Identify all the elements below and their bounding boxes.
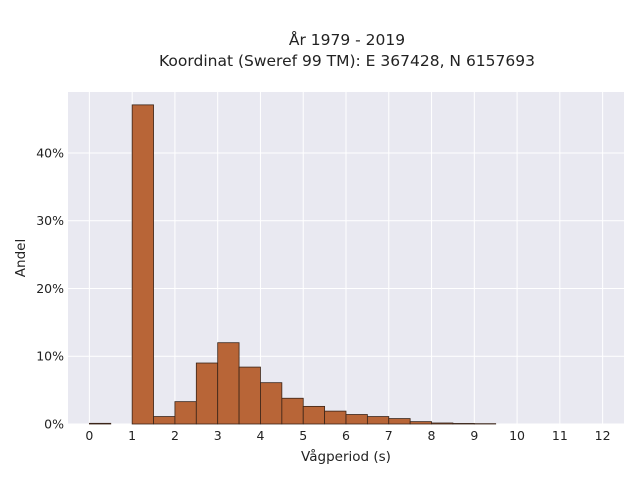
y-tick-label: 30%: [36, 213, 64, 228]
histogram-bar: [217, 342, 240, 425]
x-tick-label: 11: [552, 428, 568, 443]
x-tick-label: 4: [256, 428, 264, 443]
x-tick-label: 8: [428, 428, 436, 443]
chart-title-line-1: År 1979 - 2019: [289, 30, 405, 49]
histogram-bar: [431, 422, 454, 425]
histogram-bar: [302, 405, 326, 425]
y-axis-ticks: 0% 10% 20% 30% 40%: [36, 145, 64, 431]
x-tick-label: 3: [214, 428, 222, 443]
x-tick-label: 7: [385, 428, 393, 443]
y-tick-label: 40%: [36, 145, 64, 160]
bars: [88, 104, 497, 425]
x-axis-ticks: 0 1 2 3 4 5 6 7 8 9 10 11 12: [85, 428, 610, 443]
y-axis-label: Andel: [13, 239, 29, 277]
histogram-bar: [281, 397, 304, 425]
histogram-bar: [366, 416, 390, 425]
histogram-bar: [238, 366, 261, 425]
x-tick-label: 10: [509, 428, 525, 443]
x-tick-label: 5: [299, 428, 307, 443]
histogram-bar: [195, 362, 219, 425]
x-axis-label: Vågperiod (s): [301, 448, 391, 465]
x-tick-label: 6: [342, 428, 350, 443]
histogram-bar: [131, 104, 154, 425]
histogram-bar: [88, 422, 112, 425]
histogram-bar: [174, 401, 197, 425]
x-tick-label: 9: [470, 428, 478, 443]
x-tick-label: 12: [595, 428, 611, 443]
histogram-bar: [388, 418, 411, 425]
y-tick-label: 20%: [36, 281, 64, 296]
chart-title-line-2: Koordinat (Sweref 99 TM): E 367428, N 61…: [159, 52, 535, 70]
histogram-bar: [345, 414, 368, 425]
histogram-bar: [409, 421, 432, 425]
y-tick-label: 0%: [44, 417, 64, 432]
x-tick-label: 0: [85, 428, 93, 443]
histogram-bar: [452, 423, 475, 425]
y-tick-label: 10%: [36, 349, 64, 364]
x-tick-label: 1: [128, 428, 136, 443]
histogram-bar: [153, 416, 176, 425]
histogram-bar: [324, 410, 347, 425]
histogram-bar: [260, 382, 283, 425]
x-tick-label: 2: [171, 428, 179, 443]
